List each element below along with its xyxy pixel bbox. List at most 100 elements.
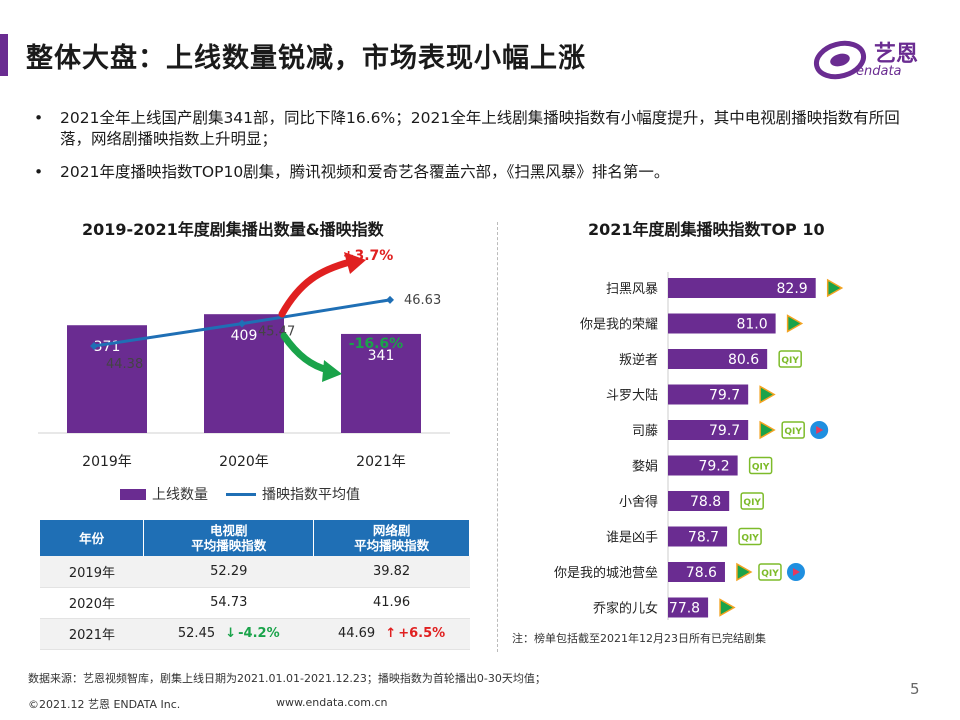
table-cell-year: 2019年 [40, 556, 144, 588]
bar [668, 278, 816, 298]
bar-value-label: 77.8 [669, 601, 700, 617]
bar-value-label: 82.9 [777, 281, 808, 297]
tencent-video-icon [759, 385, 776, 404]
category-label: 小舍得 [619, 494, 658, 510]
table-cell-year: 2021年 [40, 618, 144, 650]
up-arrow-icon: ↑ [385, 626, 397, 641]
bar [668, 313, 776, 334]
bar [204, 314, 284, 433]
tencent-video-icon [736, 562, 753, 582]
bar-value-label: 80.6 [728, 352, 759, 368]
bar [668, 562, 725, 582]
bar [668, 597, 709, 618]
iqiyi-icon-text: QIY [784, 427, 802, 437]
category-label: 扫黑风暴 [606, 282, 658, 297]
iqiyi-icon-text: QIY [752, 463, 770, 473]
iqiyi-icon-text: QIY [781, 356, 799, 366]
table-header-web: 网络剧 平均播映指数 [313, 520, 470, 556]
youku-icon-play [792, 568, 800, 576]
category-label: 你是我的城池营垒 [554, 565, 658, 581]
up-trend-arrowhead [344, 252, 366, 274]
iqiyi-icon [738, 527, 762, 546]
bar-value-label: 81.0 [736, 317, 767, 333]
down-trend-arrow [280, 332, 332, 374]
bar-value-label: 409 [231, 328, 258, 344]
legend-bar-swatch [120, 488, 146, 500]
table-cell-web: 44.69 ↑ +6.5% [313, 618, 470, 650]
bullet-item: 2021年度播映指数TOP10剧集，腾讯视频和爱奇艺各覆盖六部，《扫黑风暴》排名… [34, 162, 914, 183]
x-tick-label: 2019年 [82, 454, 132, 470]
category-label: 乔家的儿女 [593, 601, 658, 617]
table-row: 2019年 52.29 39.82 [40, 556, 470, 588]
table-cell-tv: 52.45 ↓ -4.2% [143, 618, 314, 650]
bar [341, 333, 421, 433]
bar [668, 349, 768, 369]
section-divider [497, 222, 498, 652]
line-value-label: 46.63 [404, 293, 441, 308]
iqiyi-icon [740, 492, 764, 510]
table-cell-web: 41.96 [313, 587, 470, 619]
summary-bullets: 2021全年上线国产剧集341部，同比下降16.6%；2021全年上线剧集播映指… [34, 108, 914, 195]
bar-value-label: 341 [368, 348, 395, 364]
bar-value-label: 78.8 [690, 494, 721, 510]
line-point [386, 295, 394, 304]
footer-copyright: ©2021.12 艺恩 ENDATA Inc. [28, 698, 181, 711]
tencent-video-icon [786, 314, 804, 333]
iqiyi-icon-text: QIY [743, 498, 761, 508]
bar-value-label: 78.7 [688, 530, 719, 546]
bar-value-label: 79.7 [709, 423, 740, 439]
category-label: 叛逆者 [619, 352, 658, 368]
data-source: 数据来源：艺恩视频智库，剧集上线日期为2021.01.01-2021.12.23… [28, 672, 546, 685]
chart-note: 注：榜单包括截至2021年12月23日所有已完结剧集 [512, 632, 766, 645]
web-change-label: +6.5% [398, 626, 446, 641]
tencent-video-icon [826, 278, 844, 298]
bar [668, 455, 738, 476]
bar [668, 526, 728, 547]
legend-line-label: 播映指数平均值 [262, 487, 360, 503]
category-label: 斗罗大陆 [606, 388, 658, 404]
x-tick-label: 2021年 [356, 454, 406, 470]
line-value-label: 45.47 [258, 325, 295, 340]
logo-en-text: endata [856, 64, 902, 79]
up-change-label: +3.7% [343, 248, 394, 264]
up-trend-arrow [278, 258, 354, 318]
line-point [90, 342, 98, 350]
top10-chart: 扫黑风暴 82.9 你是我的荣耀 81.0 叛逆者 80.6 QIY 斗罗大陆 79.7 司藤 79… [554, 272, 844, 620]
page-title: 整体大盘：上线数量锐减，市场表现小幅上涨 [26, 43, 586, 74]
down-change-label: -16.6% [349, 336, 403, 352]
title-accent-bar [0, 34, 8, 76]
x-tick-label: 2020年 [219, 454, 269, 470]
left-chart-title: 2019-2021年度剧集播出数量&播映指数 [82, 220, 384, 239]
bar [668, 384, 749, 405]
right-chart-title: 2021年度剧集播映指数TOP 10 [588, 220, 825, 239]
table-header-tv: 电视剧 平均播映指数 [143, 520, 315, 556]
bar-value-label: 79.2 [698, 459, 729, 475]
table-cell-tv: 52.29 [143, 556, 314, 588]
page-number: 5 [910, 680, 920, 698]
table-header-year: 年份 [40, 520, 145, 556]
table-tv-value: 52.45 [177, 626, 216, 641]
average-index-table: 年份 电视剧 平均播映指数 网络剧 平均播映指数 2019年 52.29 39.… [40, 520, 470, 650]
category-label: 司藤 [632, 424, 658, 439]
table-cell-year: 2020年 [40, 587, 144, 619]
iqiyi-icon [781, 421, 805, 439]
endata-logo: 艺恩 endata [812, 34, 932, 82]
down-trend-arrowhead [322, 360, 342, 382]
endata-logo-icon [813, 40, 867, 80]
tencent-video-icon [719, 598, 736, 617]
youku-icon-play [816, 426, 824, 434]
bar-value-label: 79.7 [709, 388, 740, 404]
down-arrow-icon: ↓ [225, 626, 237, 641]
logo-cn-text: 艺恩 [874, 42, 919, 67]
legend-line-swatch [226, 492, 256, 496]
bullet-item: 2021全年上线国产剧集341部，同比下降16.6%；2021全年上线剧集播映指… [34, 108, 914, 150]
bar-value-label: 78.6 [686, 565, 717, 581]
iqiyi-icon-text: QIY [741, 534, 759, 544]
table-cell-web: 39.82 [313, 556, 470, 588]
table-web-value: 44.69 [337, 626, 376, 641]
table-row: 2021年 52.45 ↓ -4.2% 44.69 ↑ +6.5% [40, 618, 470, 650]
tv-change-label: -4.2% [238, 626, 280, 641]
left-chart-legend: 上线数量 播映指数平均值 [120, 484, 360, 504]
category-label: 谁是凶手 [606, 531, 658, 546]
tencent-video-icon [759, 420, 776, 440]
